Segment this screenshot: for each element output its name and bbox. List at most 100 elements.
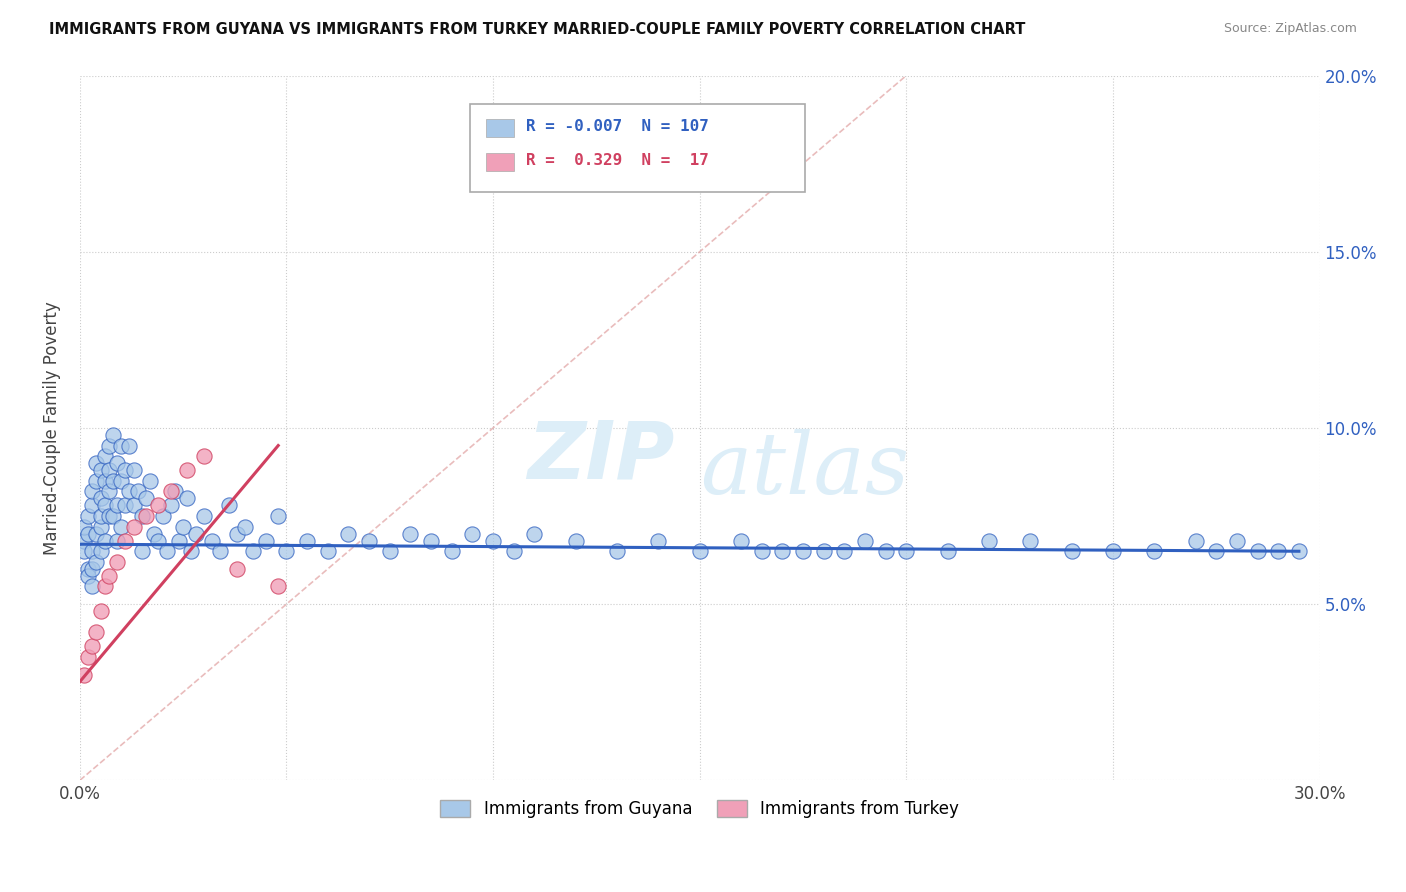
Point bbox=[73, 519, 96, 533]
Point bbox=[689, 544, 711, 558]
Point bbox=[316, 544, 339, 558]
Point bbox=[90, 604, 112, 618]
Point bbox=[1205, 544, 1227, 558]
Point bbox=[90, 491, 112, 506]
Point bbox=[1288, 544, 1310, 558]
Point bbox=[86, 474, 108, 488]
Y-axis label: Married-Couple Family Poverty: Married-Couple Family Poverty bbox=[44, 301, 60, 555]
Point bbox=[875, 544, 897, 558]
Point bbox=[218, 499, 240, 513]
Point bbox=[225, 562, 247, 576]
Point bbox=[73, 533, 96, 548]
Point bbox=[86, 456, 108, 470]
Point bbox=[97, 508, 120, 523]
Point bbox=[156, 544, 179, 558]
Point bbox=[93, 474, 115, 488]
Point bbox=[1184, 533, 1206, 548]
Point bbox=[167, 533, 190, 548]
Point bbox=[114, 463, 136, 477]
Point bbox=[163, 484, 186, 499]
Point bbox=[564, 533, 586, 548]
Point bbox=[440, 544, 463, 558]
Point bbox=[82, 640, 104, 654]
Point bbox=[152, 508, 174, 523]
Point bbox=[82, 579, 104, 593]
Point bbox=[482, 533, 505, 548]
Point bbox=[834, 544, 856, 558]
Point bbox=[82, 499, 104, 513]
Point bbox=[461, 526, 484, 541]
Point bbox=[77, 526, 100, 541]
Point bbox=[176, 463, 198, 477]
Point bbox=[254, 533, 277, 548]
Point bbox=[1267, 544, 1289, 558]
Point bbox=[77, 508, 100, 523]
Point bbox=[853, 533, 876, 548]
Point bbox=[896, 544, 918, 558]
Point bbox=[93, 579, 115, 593]
Point bbox=[101, 428, 124, 442]
Text: R =  0.329  N =  17: R = 0.329 N = 17 bbox=[526, 153, 709, 169]
Text: R = -0.007  N = 107: R = -0.007 N = 107 bbox=[526, 120, 709, 135]
Point bbox=[73, 667, 96, 681]
Point bbox=[148, 499, 170, 513]
Point bbox=[1226, 533, 1249, 548]
Point bbox=[122, 519, 145, 533]
Point bbox=[90, 519, 112, 533]
Point bbox=[135, 508, 157, 523]
Point bbox=[936, 544, 959, 558]
Point bbox=[139, 474, 162, 488]
Text: ZIP: ZIP bbox=[527, 417, 675, 495]
Point bbox=[105, 456, 128, 470]
Point bbox=[242, 544, 264, 558]
Point bbox=[420, 533, 443, 548]
Point bbox=[606, 544, 628, 558]
Point bbox=[180, 544, 202, 558]
Point bbox=[209, 544, 232, 558]
Point bbox=[97, 569, 120, 583]
Point bbox=[267, 579, 290, 593]
Point bbox=[105, 555, 128, 569]
Point bbox=[1246, 544, 1268, 558]
Point bbox=[337, 526, 360, 541]
Point bbox=[502, 544, 524, 558]
Point bbox=[399, 526, 422, 541]
Legend: Immigrants from Guyana, Immigrants from Turkey: Immigrants from Guyana, Immigrants from … bbox=[433, 793, 966, 825]
Point bbox=[101, 508, 124, 523]
Point bbox=[276, 544, 298, 558]
Point bbox=[131, 544, 153, 558]
Point bbox=[233, 519, 256, 533]
Point bbox=[730, 533, 752, 548]
Point bbox=[90, 463, 112, 477]
Point bbox=[184, 526, 207, 541]
Point bbox=[105, 533, 128, 548]
Point bbox=[114, 533, 136, 548]
Point bbox=[523, 526, 546, 541]
Point bbox=[86, 555, 108, 569]
Point bbox=[101, 474, 124, 488]
Point bbox=[267, 508, 290, 523]
Point bbox=[86, 625, 108, 640]
Point bbox=[143, 526, 166, 541]
Point bbox=[127, 484, 149, 499]
Point bbox=[1143, 544, 1166, 558]
Point bbox=[77, 562, 100, 576]
Point bbox=[118, 438, 141, 452]
Point bbox=[118, 484, 141, 499]
Point bbox=[193, 449, 215, 463]
Point bbox=[977, 533, 1000, 548]
Point bbox=[378, 544, 401, 558]
Point bbox=[1102, 544, 1125, 558]
Point bbox=[176, 491, 198, 506]
Point bbox=[90, 544, 112, 558]
Point bbox=[770, 544, 793, 558]
Point bbox=[110, 519, 132, 533]
Point bbox=[201, 533, 224, 548]
Point bbox=[97, 438, 120, 452]
Point bbox=[813, 544, 835, 558]
Point bbox=[172, 519, 194, 533]
Point bbox=[110, 474, 132, 488]
Point bbox=[90, 508, 112, 523]
Point bbox=[159, 499, 181, 513]
Point bbox=[82, 544, 104, 558]
